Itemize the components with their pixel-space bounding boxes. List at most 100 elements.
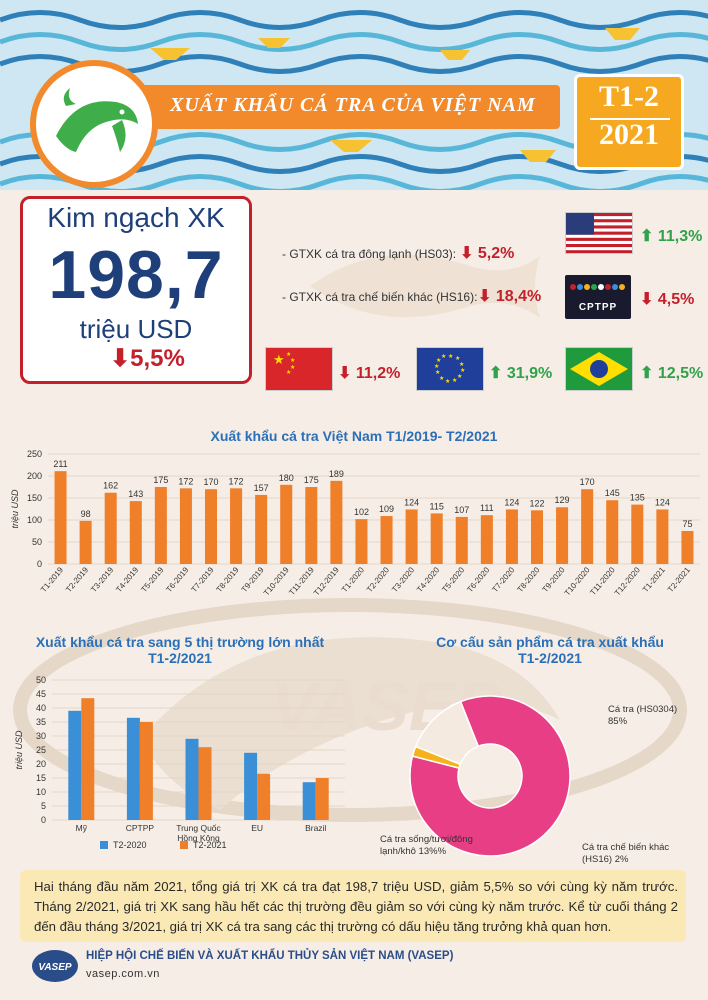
arrow-down-icon: ⬇ xyxy=(338,365,352,382)
bar xyxy=(305,487,318,564)
slice-label-line2: (HS16) 2% xyxy=(582,854,629,864)
y-tick-label: 5 xyxy=(41,801,46,811)
data-label: 98 xyxy=(81,509,91,519)
y-tick-label: 250 xyxy=(27,449,42,459)
bar xyxy=(280,484,293,564)
footer-website: vasep.com.vn xyxy=(86,968,160,980)
svg-text:★: ★ xyxy=(441,353,446,360)
markets-chart: 0 5 10 15 20 25 30 35 40 45 50 triệu USD Mỹ CPTPP Trun… xyxy=(14,675,345,850)
slice-label-line1: Cá tra chế biến khác xyxy=(582,842,669,853)
us-change: ⬆ 11,3% xyxy=(640,228,703,245)
y-tick-label: 100 xyxy=(27,515,42,525)
period-divider xyxy=(590,118,670,120)
slice-label-line1: Cá tra (HS0304) xyxy=(608,704,677,715)
data-label: 211 xyxy=(53,459,67,469)
bar xyxy=(681,531,694,564)
bar-t2-2020 xyxy=(185,738,199,820)
arrow-down-icon: ⬇ xyxy=(110,345,131,372)
x-tick-label: T2-2021 xyxy=(666,565,692,594)
data-label: 189 xyxy=(329,469,344,479)
data-label: 124 xyxy=(404,497,419,507)
x-tick-label: T6-2019 xyxy=(164,565,190,594)
x-tick-label: T9-2019 xyxy=(240,565,266,594)
arrow-up-icon: ⬆ xyxy=(489,365,503,382)
bar xyxy=(104,492,117,564)
data-label: 115 xyxy=(430,501,444,511)
y-tick-label: 150 xyxy=(27,493,42,503)
svg-text:★: ★ xyxy=(290,357,295,364)
eu-change: ⬆ 31,9% xyxy=(489,365,553,382)
cptpp-label: CPTPP xyxy=(578,302,618,313)
x-tick-label: T12-2020 xyxy=(613,565,642,597)
data-label: 124 xyxy=(504,497,519,507)
bar-t2-2021 xyxy=(198,747,212,820)
y-tick-label: 200 xyxy=(27,471,42,481)
arrow-down-icon: ⬇ xyxy=(640,291,654,308)
monthly-export-chart: 0 50 100 150 200 250 triệu USD 211 T1-2019 98 T2-2… xyxy=(10,449,700,598)
data-label: 111 xyxy=(480,503,494,513)
y-tick-label: 40 xyxy=(36,703,46,713)
china-change: ⬇ 11,2% xyxy=(338,365,401,382)
period-months: T1-2 xyxy=(599,80,659,113)
x-tick-label: T3-2019 xyxy=(89,565,115,594)
bar xyxy=(606,500,619,564)
catfish-icon xyxy=(56,88,138,152)
svg-text:★: ★ xyxy=(448,353,453,360)
x-tick-label: Hồng Kông xyxy=(177,833,220,843)
export-value-number: 198,7 xyxy=(48,237,224,313)
cptpp-logo-icon: CPTPP xyxy=(565,275,631,319)
vasep-logo-text: VASEP xyxy=(38,962,71,973)
paper-boat-icon xyxy=(150,28,640,162)
bar xyxy=(179,488,192,564)
bar xyxy=(154,487,167,564)
export-value-card xyxy=(20,196,252,384)
data-label: 172 xyxy=(229,476,244,486)
bar xyxy=(430,513,443,564)
bar xyxy=(54,471,67,564)
processed-product-label: - GTXK cá tra chế biến khác (HS16): xyxy=(282,290,478,304)
monthly-chart-title: Xuất khẩu cá tra Việt Nam T1/2019- T2/20… xyxy=(210,428,498,444)
footer-organization: HIỆP HỘI CHẾ BIẾN VÀ XUẤT KHẨU THỦY SẢN … xyxy=(86,950,454,962)
export-value-change-text: 5,5% xyxy=(130,345,185,372)
brazil-flag-icon xyxy=(565,347,633,391)
markets-chart-title: Xuất khẩu cá tra sang 5 thị trường lớn n… xyxy=(30,634,330,666)
brazil-change: ⬆ 12,5% xyxy=(640,365,704,382)
x-tick-label: T7-2020 xyxy=(490,565,516,594)
catfish-logo xyxy=(30,60,158,188)
y-tick-label: 25 xyxy=(36,745,46,755)
x-tick-label: T1-2021 xyxy=(641,565,667,594)
processed-product-change: ⬇ 18,4% xyxy=(478,288,542,305)
legend-swatch xyxy=(180,841,188,849)
x-tick-label: T12-2019 xyxy=(312,565,341,597)
svg-text:★: ★ xyxy=(273,352,285,367)
svg-text:★: ★ xyxy=(286,369,291,376)
fish-silhouette-icon xyxy=(310,254,540,318)
bar xyxy=(255,494,268,564)
data-label: 109 xyxy=(379,504,394,514)
y-tick-label: 50 xyxy=(32,537,42,547)
summary-text: Hai tháng đầu năm 2021, tổng giá trị XK … xyxy=(34,879,678,934)
x-tick-label: T10-2019 xyxy=(262,565,291,597)
x-tick-label: T4-2019 xyxy=(114,565,140,594)
legend-label: T2-2020 xyxy=(113,840,147,850)
arrow-down-icon: ⬇ xyxy=(478,288,492,305)
x-tick-label: EU xyxy=(251,823,263,833)
x-tick-label: T3-2020 xyxy=(390,565,416,594)
data-label: 135 xyxy=(630,493,645,503)
svg-text:★: ★ xyxy=(445,378,450,385)
data-label: 75 xyxy=(682,519,692,529)
y-tick-label: 35 xyxy=(36,717,46,727)
y-tick-label: 20 xyxy=(36,759,46,769)
x-tick-label: Brazil xyxy=(305,823,326,833)
arrow-up-icon: ⬆ xyxy=(640,365,654,382)
markets-chart-title-line1: Xuất khẩu cá tra sang 5 thị trường lớn n… xyxy=(35,634,325,650)
bar xyxy=(79,520,92,564)
arrow-down-icon: ⬇ xyxy=(460,245,474,262)
svg-text:★: ★ xyxy=(436,357,441,364)
data-label: 175 xyxy=(153,475,168,485)
bar-t2-2020 xyxy=(68,710,82,820)
bar-t2-2020 xyxy=(126,717,140,820)
bar xyxy=(380,516,393,564)
svg-text:★: ★ xyxy=(455,355,460,362)
data-label: 122 xyxy=(529,498,544,508)
